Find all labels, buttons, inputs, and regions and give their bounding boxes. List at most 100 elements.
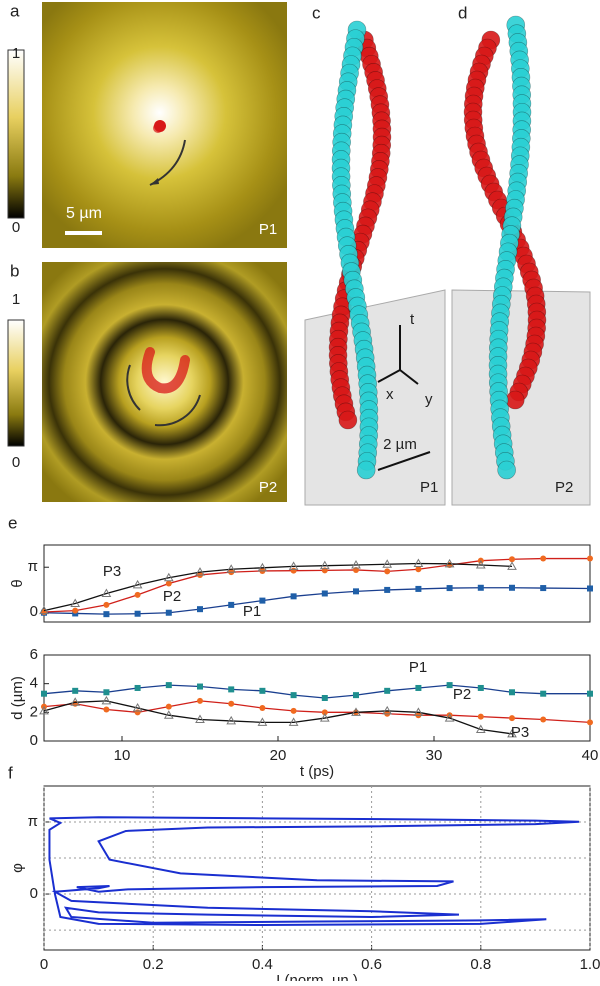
scale-label: 5 µm xyxy=(66,205,102,222)
marker xyxy=(197,697,203,704)
y-axis-label: d (µm) xyxy=(9,676,26,720)
marker xyxy=(103,689,110,696)
marker xyxy=(288,561,299,570)
marker xyxy=(163,572,174,582)
marker xyxy=(509,689,515,696)
panel-label: d xyxy=(458,3,467,22)
marker xyxy=(134,709,141,716)
axis-name: x xyxy=(386,386,394,403)
marker xyxy=(228,601,235,608)
marker xyxy=(540,555,547,562)
tag: P1 xyxy=(420,479,438,496)
marker xyxy=(259,597,266,604)
axes-triad xyxy=(377,325,419,385)
marker xyxy=(103,706,110,713)
y-axis-label: θ xyxy=(9,579,26,587)
marker xyxy=(165,580,172,587)
x-tick-label: 20 xyxy=(270,747,287,764)
x-tick-label: 40 xyxy=(582,747,599,764)
series-name: P1 xyxy=(409,659,427,676)
x-tick-label: 1.0 xyxy=(580,956,600,973)
colorbar-label: 0 xyxy=(12,219,20,236)
trajectories xyxy=(328,15,547,480)
plot-frame xyxy=(43,544,591,623)
marker xyxy=(540,690,547,697)
sphere xyxy=(356,460,376,480)
series-line xyxy=(43,562,513,612)
series-line xyxy=(43,684,590,699)
marker xyxy=(415,566,422,573)
series-name: P3 xyxy=(511,724,529,741)
series-line xyxy=(43,557,590,613)
marker xyxy=(165,703,172,710)
x-tick-label: 0.4 xyxy=(252,956,273,973)
marker xyxy=(475,724,486,734)
y-tick-label: 0 xyxy=(30,603,38,620)
panel-label: f xyxy=(8,763,13,782)
marker xyxy=(446,585,453,592)
x-tick-label: 0 xyxy=(40,956,48,973)
panel-label: e xyxy=(8,513,17,532)
series-name: P3 xyxy=(103,563,121,580)
marker xyxy=(197,606,203,613)
x-tick-label: 0.2 xyxy=(143,956,164,973)
marker xyxy=(477,584,484,591)
x-tick-label: 10 xyxy=(114,747,131,764)
marker xyxy=(39,705,49,715)
marker xyxy=(132,703,143,712)
marker xyxy=(413,707,424,716)
marker xyxy=(321,590,328,597)
marker xyxy=(290,593,297,600)
y-tick-label: 0 xyxy=(30,732,38,749)
marker xyxy=(587,719,593,726)
marker xyxy=(103,611,110,618)
marker xyxy=(228,700,235,707)
x-tick-label: 30 xyxy=(426,747,443,764)
marker xyxy=(101,588,112,597)
sphere xyxy=(497,460,516,480)
marker xyxy=(509,556,515,563)
tag: P1 xyxy=(259,221,277,238)
marker xyxy=(226,564,237,573)
arrowhead xyxy=(150,178,159,185)
marker xyxy=(165,609,172,616)
marker xyxy=(444,713,455,722)
y-tick-label: 6 xyxy=(30,646,38,663)
arrow xyxy=(126,364,201,427)
intensity-map xyxy=(42,262,287,502)
tag: P2 xyxy=(259,479,277,496)
colorbar-label: 1 xyxy=(12,45,20,62)
marker xyxy=(384,568,391,575)
marker xyxy=(70,697,81,706)
y-tick-label: 0 xyxy=(30,885,38,902)
x-tick-label: 0.6 xyxy=(361,956,382,973)
sphere xyxy=(505,390,525,410)
marker xyxy=(257,562,268,572)
marker xyxy=(290,567,297,574)
marker xyxy=(351,707,361,716)
marker xyxy=(288,717,299,726)
marker xyxy=(195,567,205,576)
y-tick-label: π xyxy=(28,558,38,575)
colorbar xyxy=(7,319,25,447)
marker xyxy=(413,558,424,568)
marker xyxy=(587,585,593,592)
sphere xyxy=(338,410,358,430)
marker xyxy=(226,715,237,725)
y-axis-label: φ xyxy=(9,863,26,873)
marker xyxy=(101,695,112,705)
series-line xyxy=(43,587,591,615)
marker xyxy=(446,682,453,689)
marker xyxy=(41,690,47,697)
series-line xyxy=(48,816,580,926)
marker xyxy=(259,705,266,712)
panel-label: c xyxy=(312,3,321,22)
marker xyxy=(321,709,328,716)
marker xyxy=(415,684,422,691)
series-name: P1 xyxy=(243,603,261,620)
marker xyxy=(507,561,517,570)
marker xyxy=(259,687,266,694)
marker xyxy=(384,687,391,694)
marker xyxy=(72,687,79,694)
